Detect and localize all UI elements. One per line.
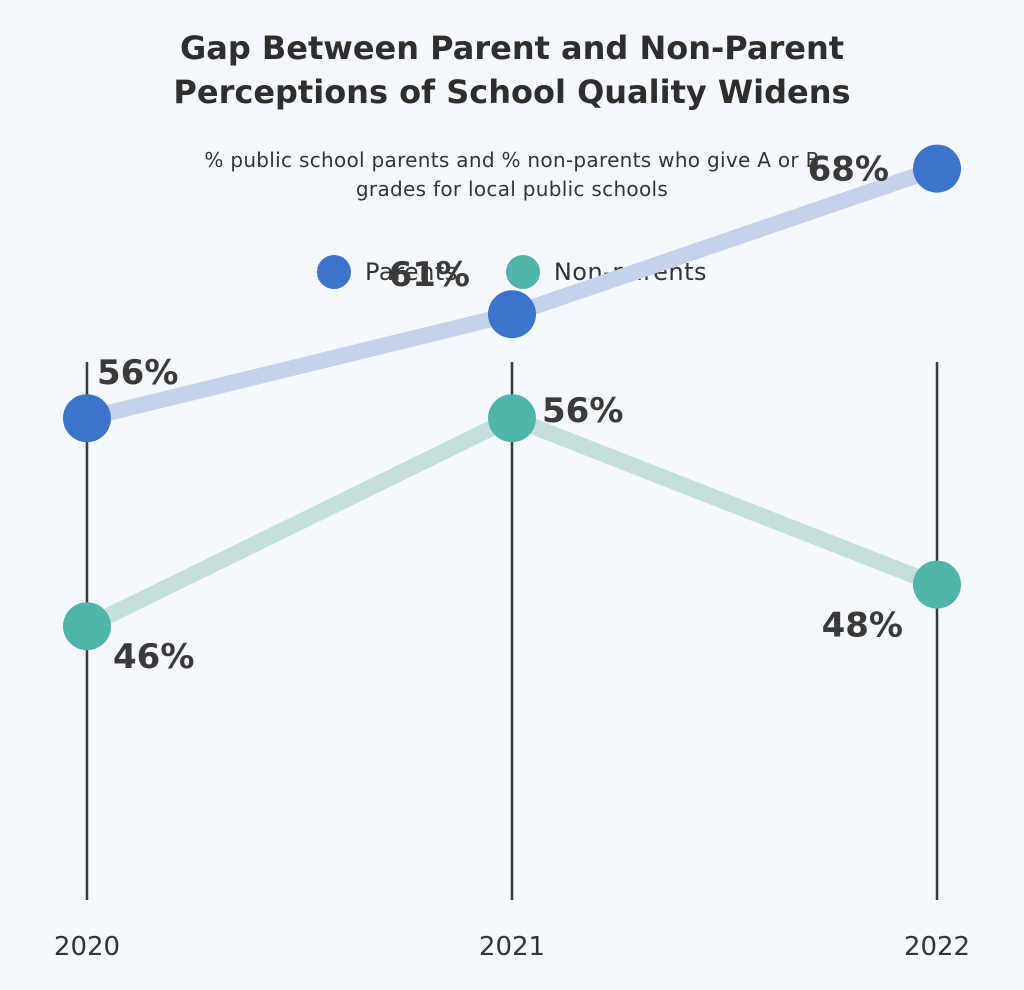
data-point-non-parents-2021 [488,394,536,443]
legend-swatch-non-parents [505,255,540,289]
x-tick-label-2022: 2022 [904,932,970,962]
chart-title-line-1: Gap Between Parent and Non-Parent [179,29,845,67]
data-label-parents-2021: 61% [389,255,470,295]
data-label-parents-2020: 56% [97,353,178,393]
data-label-non-parents-2021: 56% [542,391,623,431]
chart-subtitle-line-1: % public school parents and % non-parent… [204,148,820,172]
legend-swatch-parents [316,255,351,289]
data-label-non-parents-2022: 48% [822,606,903,646]
data-label-parents-2022: 68% [808,150,889,190]
data-point-parents-2020 [63,394,111,443]
chart-subtitle-line-2: grades for local public schools [355,177,669,201]
x-tick-label-2020: 2020 [54,932,120,962]
chart-title: Gap Between Parent and Non-Parent Percep… [0,26,1024,114]
chart-subtitle: % public school parents and % non-parent… [0,146,1024,204]
data-label-non-parents-2020: 46% [113,637,194,677]
legend-label-parents: Parents [364,258,458,286]
chart-title-line-2: Perceptions of School Quality Widens [173,73,851,111]
data-point-parents-2022 [913,144,961,193]
data-point-parents-2021 [488,290,536,339]
data-point-non-parents-2020 [63,602,111,651]
data-point-non-parents-2022 [913,560,961,609]
legend-item-parents: Parents [316,255,458,289]
x-tick-label-2021: 2021 [479,932,545,962]
